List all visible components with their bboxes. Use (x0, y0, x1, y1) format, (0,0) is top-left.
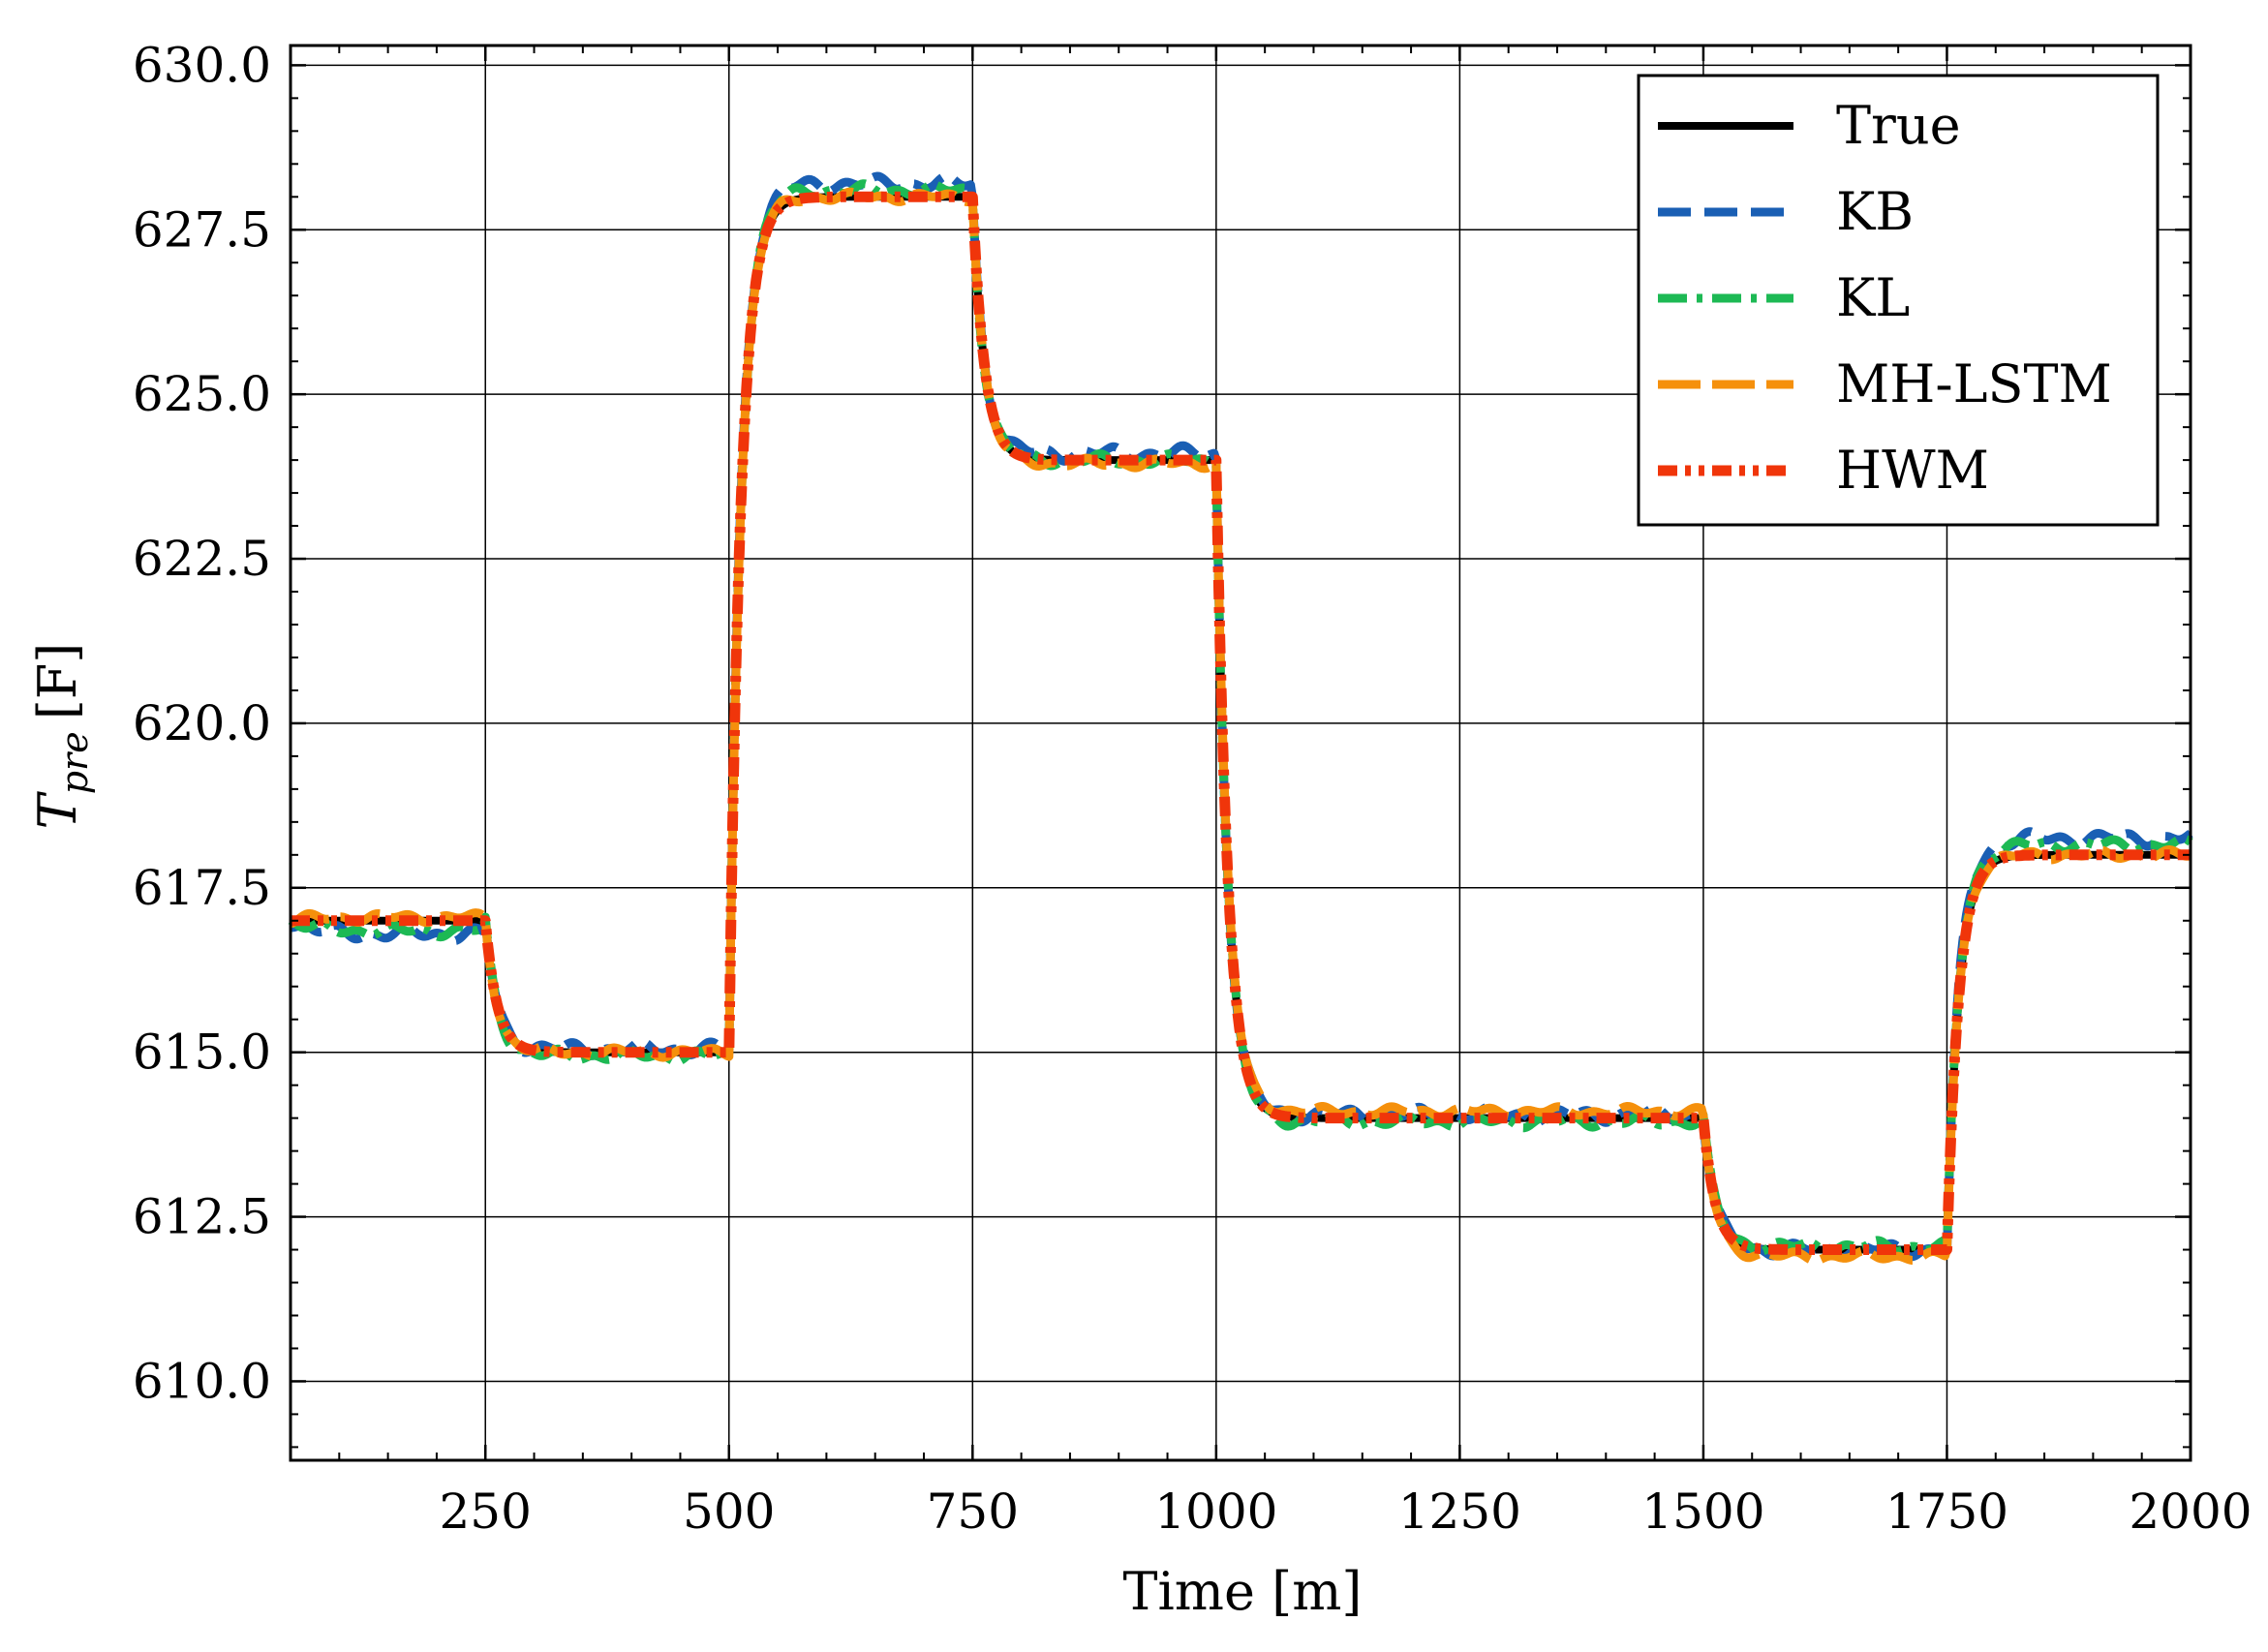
legend-label: MH-LSTM (1836, 353, 2112, 414)
legend-label: KB (1836, 181, 1914, 242)
y-axis-label: Tpre [F] (27, 643, 96, 830)
legend-label: KL (1836, 267, 1910, 328)
x-tick-label: 1250 (1398, 1484, 1521, 1540)
x-tick-label: 1000 (1154, 1484, 1277, 1540)
x-axis-label: Time [m] (1123, 1561, 1363, 1622)
y-tick-label: 625.0 (133, 366, 271, 422)
series-lines (287, 171, 2194, 1266)
legend-label: HWM (1836, 440, 1989, 501)
x-tick-label: 2000 (2129, 1484, 2252, 1540)
legend-label: True (1836, 95, 1961, 156)
y-tick-label: 627.5 (133, 201, 271, 258)
y-axis-label-subscript: pre (53, 731, 96, 794)
tick-labels: 250 500 750 1000 1250 1500 1750 2000 610.0 612.5 6… (133, 37, 2253, 1540)
axes (289, 44, 2192, 1462)
x-tick-label: 750 (927, 1484, 1019, 1540)
y-axis-label-symbol: T (27, 790, 88, 829)
y-tick-label: 615.0 (133, 1025, 271, 1081)
x-tick-label: 250 (440, 1484, 532, 1540)
y-tick-label: 620.0 (133, 695, 271, 751)
y-tick-label: 610.0 (133, 1353, 271, 1409)
y-axis-label-unit: [F] (27, 643, 88, 720)
y-tick-label: 630.0 (133, 37, 271, 93)
x-tick-label: 1750 (1885, 1484, 2008, 1540)
y-tick-label: 612.5 (133, 1189, 271, 1245)
legend: True KB KL MH-LSTM HWM (1637, 74, 2160, 527)
x-tick-label: 500 (683, 1484, 775, 1540)
plot-frame (289, 44, 2192, 1462)
y-tick-label: 622.5 (133, 531, 271, 587)
y-tick-label: 617.5 (133, 860, 271, 916)
x-tick-label: 1500 (1641, 1484, 1764, 1540)
